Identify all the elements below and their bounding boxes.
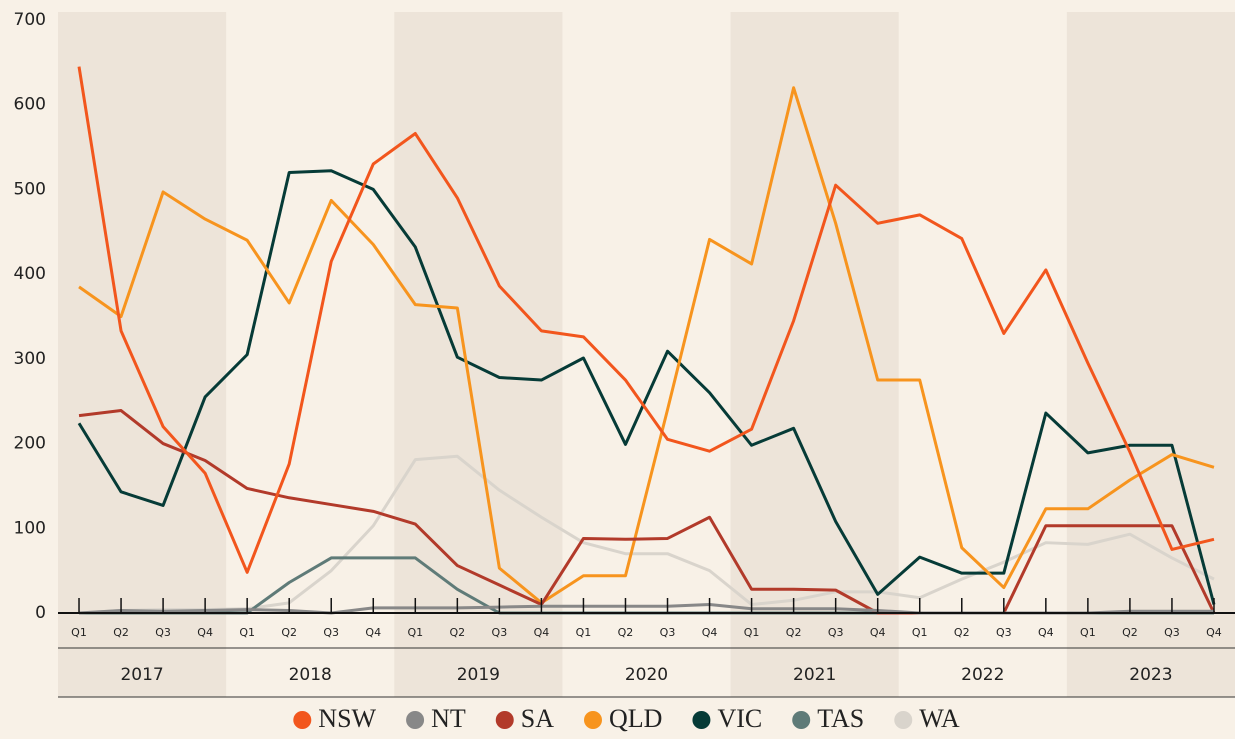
x-tick-label: Q3	[828, 626, 844, 639]
year-band	[394, 12, 563, 697]
series-line	[78, 409, 1216, 615]
x-tick-label: Q2	[113, 626, 129, 639]
x-tick-label: Q4	[702, 626, 718, 639]
legend-marker	[293, 711, 312, 729]
y-tick-label: 100	[14, 518, 46, 538]
x-tick-label: Q2	[786, 626, 802, 639]
legend-label: SA	[521, 704, 554, 733]
x-tick-label: Q4	[1206, 626, 1222, 639]
x-tick-label: Q3	[660, 626, 676, 639]
x-tick-label: Q2	[281, 626, 297, 639]
x-tick-label: Q1	[407, 626, 423, 639]
x-tick-label: Q4	[534, 626, 550, 639]
x-tick-label: Q4	[365, 626, 381, 639]
x-tick-label: Q3	[155, 626, 171, 639]
series-line	[78, 86, 1215, 605]
y-tick-label: 300	[14, 349, 46, 369]
year-label: 2020	[625, 665, 668, 685]
year-label: 2021	[793, 665, 836, 685]
legend-marker	[406, 711, 425, 729]
x-tick-label: Q4	[870, 626, 886, 639]
legend-label: WA	[919, 704, 960, 733]
year-label: 2023	[1129, 665, 1172, 685]
x-tick-label: Q2	[450, 626, 466, 639]
x-tick-label: Q1	[239, 626, 255, 639]
legend: NSW NT SA QLD VIC TAS WA	[293, 704, 960, 733]
x-tick-label: Q2	[1122, 626, 1138, 639]
y-tick-label: 200	[14, 434, 46, 454]
x-tick-label: Q4	[1038, 626, 1054, 639]
year-label: 2019	[457, 665, 500, 685]
x-tick-label: Q1	[71, 626, 87, 639]
x-tick-label: Q3	[1164, 626, 1180, 639]
year-label: 2018	[289, 665, 332, 685]
x-tick-label: Q4	[197, 626, 213, 639]
legend-marker	[584, 711, 602, 729]
x-tick-label: Q1	[744, 626, 760, 639]
series-line	[77, 66, 1215, 574]
x-tick-label: Q3	[323, 626, 339, 639]
legend-label: NSW	[318, 704, 376, 733]
x-tick-label: Q3	[492, 626, 508, 639]
y-tick-label: 400	[14, 264, 46, 284]
x-tick-label: Q2	[954, 626, 970, 639]
y-tick-label: 0	[35, 603, 46, 623]
y-tick-label: 500	[14, 179, 46, 199]
x-tick-label: Q2	[618, 626, 634, 639]
year-label: 2017	[120, 665, 163, 685]
year-label: 2022	[961, 665, 1004, 685]
legend-label: NT	[431, 704, 466, 733]
x-tick-label: Q1	[912, 626, 928, 639]
x-tick-label: Q1	[1080, 626, 1096, 639]
series-line	[77, 169, 1216, 605]
y-tick-label: 600	[14, 95, 46, 115]
legend-marker	[792, 711, 811, 729]
legend-marker	[495, 711, 514, 729]
legend-label: QLD	[609, 704, 662, 733]
year-band	[58, 12, 227, 697]
legend-marker	[894, 711, 913, 729]
series-line	[78, 454, 1215, 615]
x-tick-label: Q1	[576, 626, 592, 639]
x-tick-label: Q3	[996, 626, 1012, 639]
year-band	[730, 12, 899, 697]
legend-label: TAS	[817, 704, 864, 733]
legend-marker	[692, 711, 711, 729]
legend-label: VIC	[717, 704, 762, 733]
y-tick-label: 700	[14, 10, 46, 30]
